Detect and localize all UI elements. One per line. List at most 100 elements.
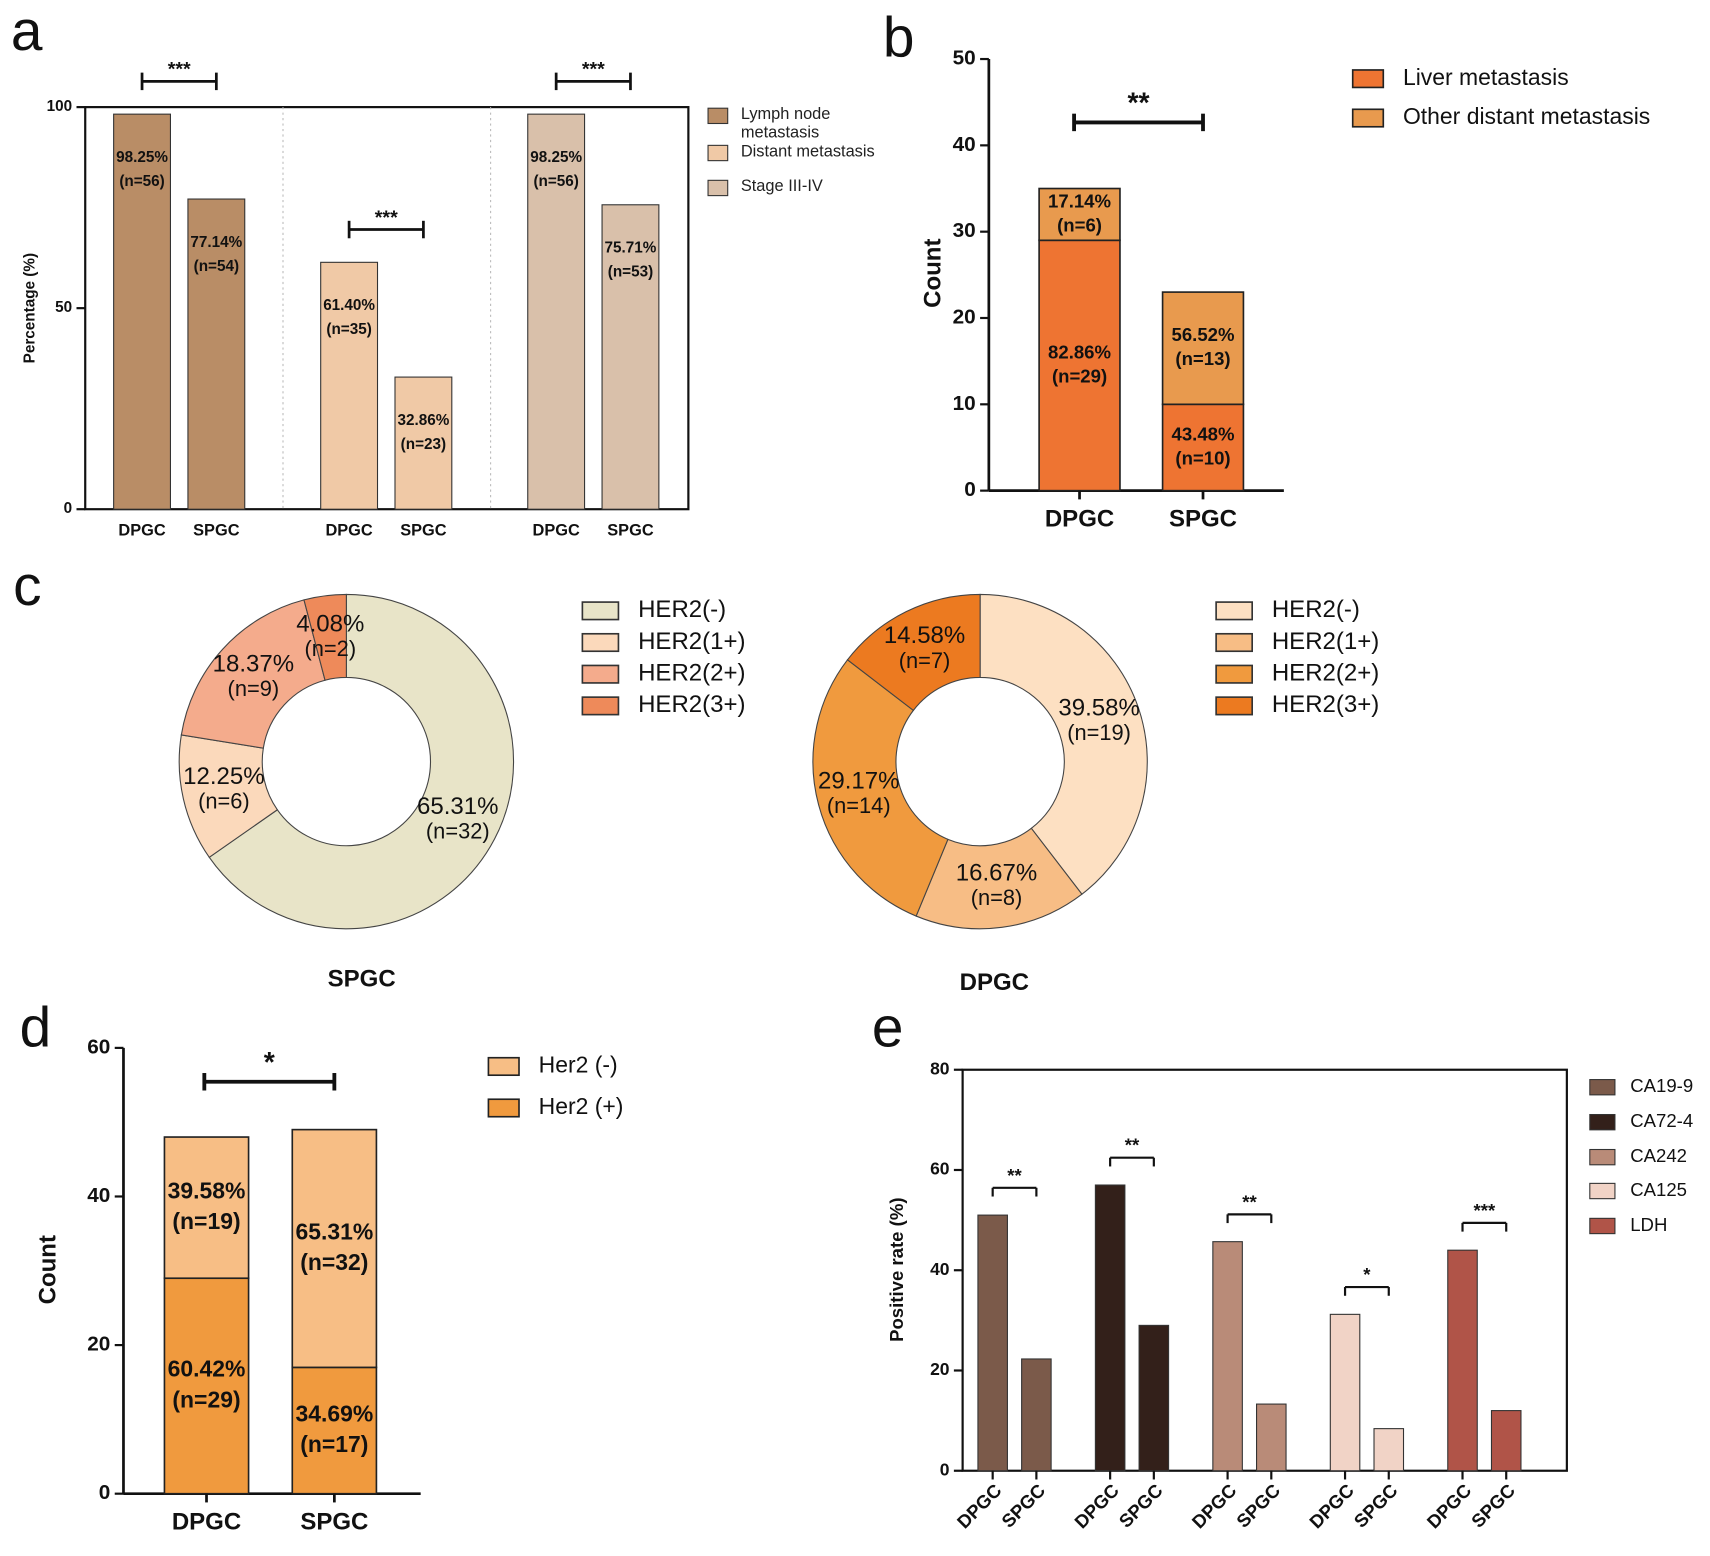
slice-percent-label: 39.58% [1058,695,1139,722]
legend-swatch [1589,1148,1616,1166]
bar-segment [291,1366,378,1495]
legend-swatch [1215,632,1253,653]
slice-count-label: (n=14) [827,793,891,818]
y-tick-label: 60 [87,1035,110,1058]
y-tick-label: 10 [953,392,976,415]
x-tick-label: DPGC [1070,1480,1123,1533]
x-tick-label: SPGC [1232,1480,1284,1532]
panel-letter: a [11,0,43,63]
segment-percent-label: 34.69% [295,1400,373,1426]
significance-label: *** [1474,1200,1496,1221]
significance-label: ** [1127,87,1150,119]
slice-count-label: (n=9) [228,676,280,701]
legend-label: Other distant metastasis [1403,103,1650,129]
x-tick-label: DPGC [1188,1480,1241,1533]
slice-percent-label: 29.17% [818,767,899,794]
bar [1212,1241,1243,1472]
panel-letter: c [13,555,41,618]
donut-slice [180,599,326,749]
x-tick-label: DPGC [172,1509,241,1536]
y-axis-label: Positive rate (%) [886,1197,907,1341]
legend-label: CA19-9 [1630,1075,1693,1096]
donut-slice [846,593,981,712]
y-tick-label: 0 [964,478,976,501]
donut-slice [812,659,949,917]
segment-count-label: (n=10) [1175,447,1230,468]
donut-title: SPGC [328,965,396,992]
legend-swatch [1215,664,1253,684]
x-tick-label: SPGC [1115,1480,1167,1532]
bar-segment [1161,403,1245,492]
bar [601,204,660,510]
significance-label: *** [375,207,398,229]
segment-percent-label: 56.52% [1172,324,1235,345]
bar [1490,1410,1522,1472]
bar [527,113,586,510]
y-tick-label: 60 [930,1159,949,1179]
bar-count-label: (n=56) [533,173,578,190]
y-tick-label: 80 [930,1058,949,1078]
legend-label: Lymph node metastasis [740,104,831,143]
panel-letter: e [872,996,904,1059]
legend-label: HER2(-) [638,596,726,623]
legend-swatch [581,601,620,621]
bar [320,261,379,510]
segment-percent-label: 43.48% [1172,423,1235,444]
slice-count-label: (n=8) [971,885,1023,910]
bar [1329,1313,1361,1472]
legend-label: LDH [1630,1214,1667,1235]
significance-label: ** [1125,1135,1140,1156]
slice-count-label: (n=7) [899,648,951,673]
bar-value-label: 98.25% [116,149,168,166]
donut-slice [979,593,1148,895]
legend-label: HER2(3+) [638,691,745,718]
slice-percent-label: 16.67% [956,860,1037,887]
legend-label: HER2(2+) [1272,660,1379,687]
bar-count-label: (n=35) [326,321,371,338]
legend-swatch [581,696,620,716]
significance-label: *** [168,59,191,81]
donut-title: DPGC [960,969,1029,996]
significance-label: * [264,1047,276,1079]
legend-swatch [707,179,729,197]
legend-label-box: Lymph node metastasis [740,104,831,143]
bar [113,113,171,510]
segment-count-label: (n=19) [172,1208,240,1234]
legend-label: HER2(1+) [638,628,745,655]
bar-value-label: 75.71% [605,240,657,257]
x-tick-label: DPGC [118,521,165,539]
bar-count-label: (n=23) [401,436,446,453]
y-tick-label: 20 [953,305,976,328]
legend-label: Liver metastasis [1403,64,1569,90]
x-tick-label: DPGC [1305,1480,1358,1533]
legend-swatch [581,664,620,684]
segment-count-label: (n=29) [172,1386,240,1412]
donut-slice [208,593,515,930]
segment-percent-label: 60.42% [168,1356,246,1382]
legend-label: Her2 (-) [539,1052,618,1078]
x-tick-label: SPGC [1169,505,1237,532]
segment-count-label: (n=6) [1057,214,1102,235]
bar-segment [163,1136,250,1280]
slice-percent-label: 18.37% [213,650,294,677]
x-tick-label: DPGC [1045,505,1114,532]
x-tick-label: SPGC [300,1509,368,1536]
y-tick-label: 40 [87,1184,110,1207]
x-tick-label: DPGC [533,521,580,539]
bar [1138,1324,1170,1472]
slice-count-label: (n=32) [426,819,490,844]
panel-letter: b [883,7,915,70]
plot-frame [84,106,690,511]
y-tick-label: 0 [940,1459,950,1479]
bar [977,1214,1008,1472]
segment-percent-label: 82.86% [1048,341,1111,362]
segment-count-label: (n=17) [300,1431,368,1457]
legend-swatch [1351,108,1385,128]
legend-swatch [1215,601,1253,621]
x-tick-label: SPGC [193,521,240,539]
y-tick-label: 40 [930,1259,949,1279]
legend-label: Her2 (+) [539,1093,624,1119]
slice-percent-label: 4.08% [296,610,364,637]
